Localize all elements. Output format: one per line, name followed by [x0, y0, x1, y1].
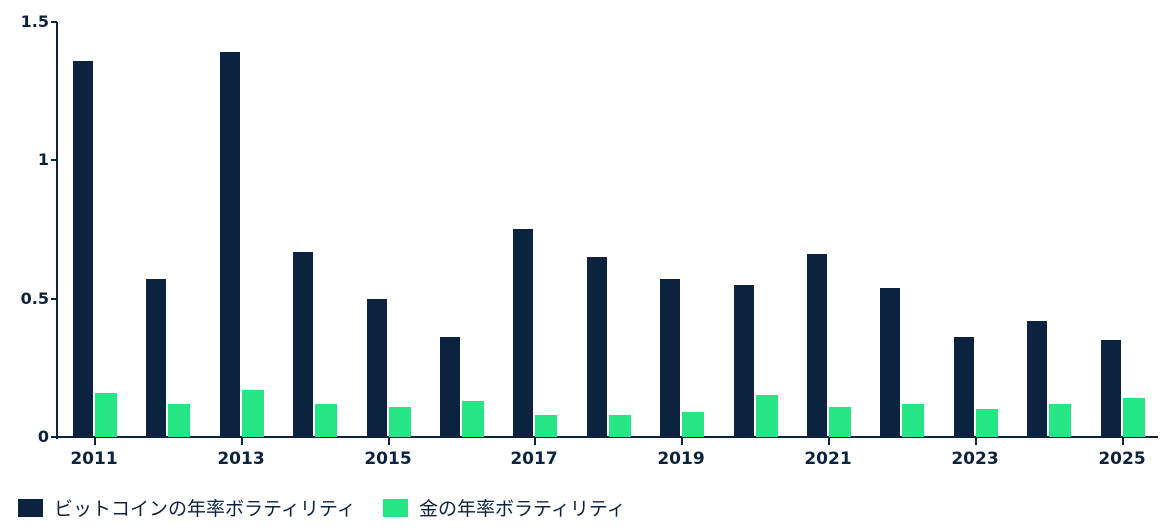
bar-gold-2013 [242, 390, 264, 437]
x-axis-tick [828, 438, 830, 445]
legend-swatch-gold-icon [383, 498, 408, 517]
x-axis-tick-label: 2025 [1098, 449, 1146, 469]
x-axis-tick-label: 2017 [510, 449, 558, 469]
bar-bitcoin-2022 [880, 288, 900, 437]
bar-bitcoin-2021 [807, 254, 827, 437]
x-axis-tick-label: 2013 [217, 449, 265, 469]
legend-item-bitcoin: ビットコインの年率ボラティリティ [18, 494, 356, 521]
bar-gold-2021 [829, 407, 851, 437]
bar-gold-2019 [682, 412, 704, 437]
bar-bitcoin-2024 [1027, 321, 1047, 437]
bar-gold-2018 [609, 415, 631, 437]
x-axis-tick [94, 438, 96, 445]
x-axis-tick [388, 438, 390, 445]
bar-bitcoin-2012 [146, 279, 166, 437]
x-axis-tick [681, 438, 683, 445]
x-axis-tick [241, 438, 243, 445]
y-axis-tick [51, 21, 57, 23]
bar-gold-2023 [976, 409, 998, 437]
x-axis-tick-label: 2023 [951, 449, 999, 469]
bar-gold-2016 [462, 401, 484, 437]
x-axis-line [53, 436, 1158, 438]
bar-bitcoin-2023 [954, 337, 974, 437]
bar-gold-2015 [389, 407, 411, 437]
bar-gold-2011 [95, 393, 117, 437]
legend-label-gold: 金の年率ボラティリティ [419, 498, 626, 520]
bar-gold-2020 [756, 395, 778, 437]
x-axis-tick [975, 438, 977, 445]
y-axis-tick-label: 1 [37, 150, 49, 169]
legend-swatch-bitcoin-icon [18, 498, 43, 517]
y-axis-tick-label: 1.5 [20, 12, 49, 31]
bar-gold-2014 [315, 404, 337, 437]
bar-gold-2022 [902, 404, 924, 437]
bar-gold-2024 [1049, 404, 1071, 437]
bar-bitcoin-2011 [73, 61, 93, 437]
x-axis-tick-label: 2019 [657, 449, 705, 469]
bar-bitcoin-2013 [220, 52, 240, 437]
bar-gold-2017 [535, 415, 557, 437]
y-axis-tick [51, 436, 57, 438]
bar-bitcoin-2018 [587, 257, 607, 437]
legend-label-bitcoin: ビットコインの年率ボラティリティ [54, 498, 356, 520]
y-axis-tick-label: 0 [37, 427, 49, 446]
legend-item-gold: 金の年率ボラティリティ [383, 494, 626, 521]
bar-bitcoin-2015 [367, 299, 387, 437]
bar-gold-2025 [1123, 398, 1145, 437]
bar-bitcoin-2025 [1101, 340, 1121, 437]
y-axis-tick-label: 0.5 [20, 289, 49, 308]
x-axis-tick-label: 2021 [804, 449, 852, 469]
x-axis-tick [1122, 438, 1124, 445]
chart-legend: ビットコインの年率ボラティリティ 金の年率ボラティリティ [0, 494, 1164, 524]
y-axis-tick [51, 159, 57, 161]
x-axis-tick [534, 438, 536, 445]
bar-bitcoin-2017 [513, 229, 533, 437]
bar-bitcoin-2019 [660, 279, 680, 437]
x-axis-tick-label: 2011 [70, 449, 118, 469]
y-axis-tick [51, 298, 57, 300]
bar-bitcoin-2020 [734, 285, 754, 437]
bar-bitcoin-2014 [293, 252, 313, 437]
x-axis-tick-label: 2015 [364, 449, 412, 469]
y-axis-line [56, 22, 58, 439]
bar-bitcoin-2016 [440, 337, 460, 437]
bar-gold-2012 [168, 404, 190, 437]
